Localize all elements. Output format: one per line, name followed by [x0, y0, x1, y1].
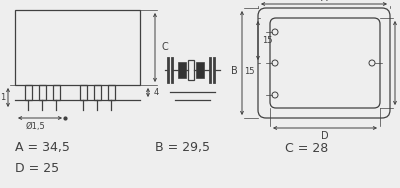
- Text: B = 29,5: B = 29,5: [155, 142, 210, 155]
- Text: B: B: [231, 66, 237, 76]
- Text: Ø1,5: Ø1,5: [25, 121, 45, 130]
- Text: A: A: [321, 0, 327, 3]
- Bar: [52, 85, 60, 100]
- Text: 15: 15: [244, 67, 254, 76]
- Bar: [108, 85, 114, 100]
- Text: C = 28: C = 28: [285, 142, 328, 155]
- Bar: [188, 60, 194, 80]
- Text: 15: 15: [262, 36, 272, 45]
- Text: A = 34,5: A = 34,5: [15, 142, 70, 155]
- Text: 4: 4: [153, 88, 159, 97]
- Text: D = 25: D = 25: [15, 161, 59, 174]
- Bar: [94, 85, 100, 100]
- Bar: [15, 10, 140, 85]
- Bar: [24, 85, 32, 100]
- Bar: [80, 85, 86, 100]
- Text: 1: 1: [0, 93, 6, 102]
- Bar: [38, 85, 46, 100]
- Text: C: C: [162, 42, 168, 52]
- Bar: [196, 62, 204, 78]
- Text: D: D: [321, 131, 329, 141]
- Bar: [178, 62, 186, 78]
